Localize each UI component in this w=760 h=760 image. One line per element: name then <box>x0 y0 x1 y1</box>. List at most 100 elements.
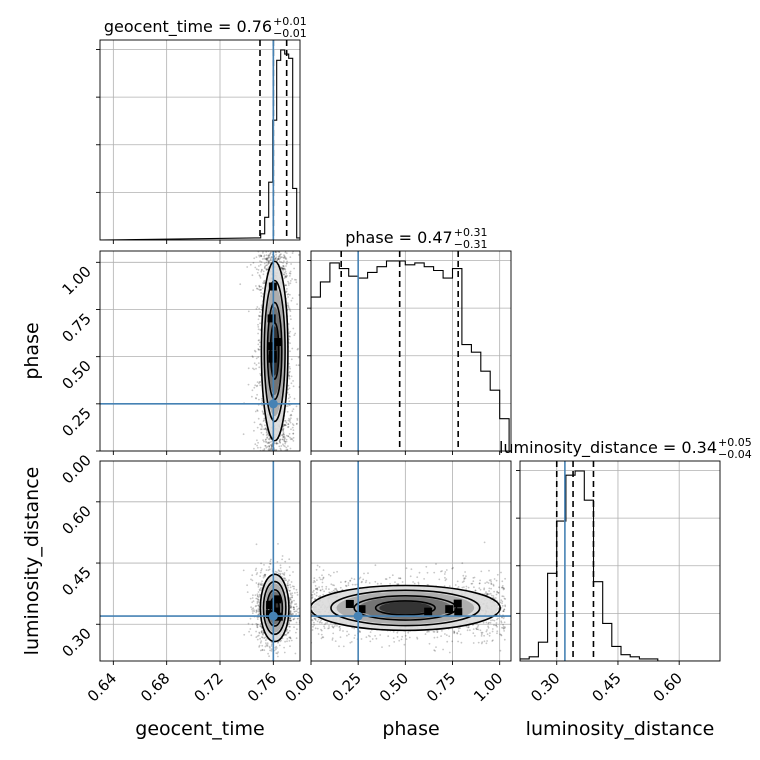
sample-point <box>259 575 261 577</box>
sample-point <box>453 631 456 634</box>
sample-point <box>320 621 323 624</box>
sample-point <box>397 577 400 580</box>
sample-point <box>503 608 506 611</box>
sample-point <box>278 258 281 261</box>
sample-point <box>263 649 266 652</box>
sample-point <box>278 440 281 443</box>
sample-point <box>275 251 278 254</box>
sample-point <box>255 609 258 612</box>
sample-point <box>290 619 293 622</box>
sample-point <box>282 256 285 259</box>
sample-point <box>259 345 261 348</box>
sample-point <box>287 445 289 447</box>
sample-point <box>290 413 292 416</box>
sample-point <box>258 366 261 369</box>
sample-point <box>295 364 298 366</box>
sample-point <box>256 271 259 274</box>
sample-point <box>286 640 288 643</box>
sample-point <box>281 267 284 270</box>
sample-point <box>256 635 259 637</box>
sample-point <box>257 318 260 321</box>
sample-point <box>265 257 267 260</box>
sample-point <box>289 421 292 424</box>
sample-point <box>289 602 292 605</box>
sample-point <box>252 600 255 602</box>
sample-point <box>321 578 324 581</box>
sample-point <box>448 651 451 654</box>
sample-point <box>501 586 503 589</box>
sample-point <box>486 593 489 596</box>
sample-point <box>282 438 284 441</box>
sample-point <box>323 590 325 593</box>
sample-point <box>289 418 291 421</box>
sample-point <box>472 580 475 583</box>
sample-point <box>484 582 487 584</box>
sample-point <box>263 419 265 421</box>
sample-point <box>502 587 505 589</box>
sample-point <box>388 576 391 579</box>
sample-point <box>293 334 296 336</box>
sample-point <box>344 580 347 583</box>
sample-point <box>267 262 270 265</box>
sample-point <box>436 630 439 633</box>
sample-point <box>359 576 362 579</box>
sample-point <box>269 562 271 565</box>
sample-point <box>297 356 300 359</box>
sample-point <box>276 571 278 574</box>
sample-point <box>265 268 268 271</box>
sample-point <box>418 571 421 574</box>
sample-point <box>276 442 279 445</box>
sample-point <box>291 585 294 588</box>
sample-point <box>313 618 316 620</box>
sample-point <box>314 585 317 587</box>
sample-point <box>284 284 287 287</box>
sample-point <box>292 385 295 388</box>
sample-point <box>281 429 284 431</box>
sample-point <box>289 342 291 345</box>
sample-point <box>279 573 282 576</box>
sample-point <box>287 426 289 429</box>
sample-point <box>261 287 264 290</box>
sample-point <box>293 587 295 590</box>
sample-point <box>287 631 290 634</box>
sample-point <box>291 612 294 615</box>
sample-point <box>416 636 418 639</box>
sample-point <box>291 438 294 441</box>
histogram-bar <box>462 345 471 451</box>
histogram-bar <box>548 573 557 661</box>
sample-point <box>292 618 295 621</box>
sample-point <box>364 581 367 584</box>
sample-point <box>501 600 504 603</box>
sample-point <box>389 583 391 585</box>
sample-point <box>495 593 498 596</box>
sample-point <box>285 252 288 255</box>
sample-point <box>277 255 280 258</box>
sample-point <box>268 254 271 257</box>
histogram-bar <box>311 297 320 451</box>
sample-point <box>294 332 297 335</box>
histogram-bar <box>529 657 538 661</box>
sample-point <box>257 417 260 420</box>
sample-point <box>259 428 262 431</box>
truth-marker <box>268 611 278 621</box>
sample-point <box>253 362 256 365</box>
sample-point <box>265 254 268 256</box>
sample-point <box>258 254 260 257</box>
sample-point <box>322 636 325 639</box>
sample-point <box>255 567 258 570</box>
sample-point <box>465 575 467 577</box>
sample-point <box>476 626 479 628</box>
sample-point <box>334 640 337 642</box>
sample-point <box>311 629 314 631</box>
sample-point <box>282 273 285 276</box>
sample-point <box>451 640 454 643</box>
sample-point <box>270 440 273 443</box>
sample-point <box>374 635 376 637</box>
sample-point <box>262 583 264 585</box>
histogram-bar <box>621 655 630 661</box>
sample-point <box>291 601 293 604</box>
sample-point <box>321 588 324 591</box>
sample-point <box>246 591 249 593</box>
sample-point <box>347 582 350 584</box>
sample-point <box>460 641 463 644</box>
